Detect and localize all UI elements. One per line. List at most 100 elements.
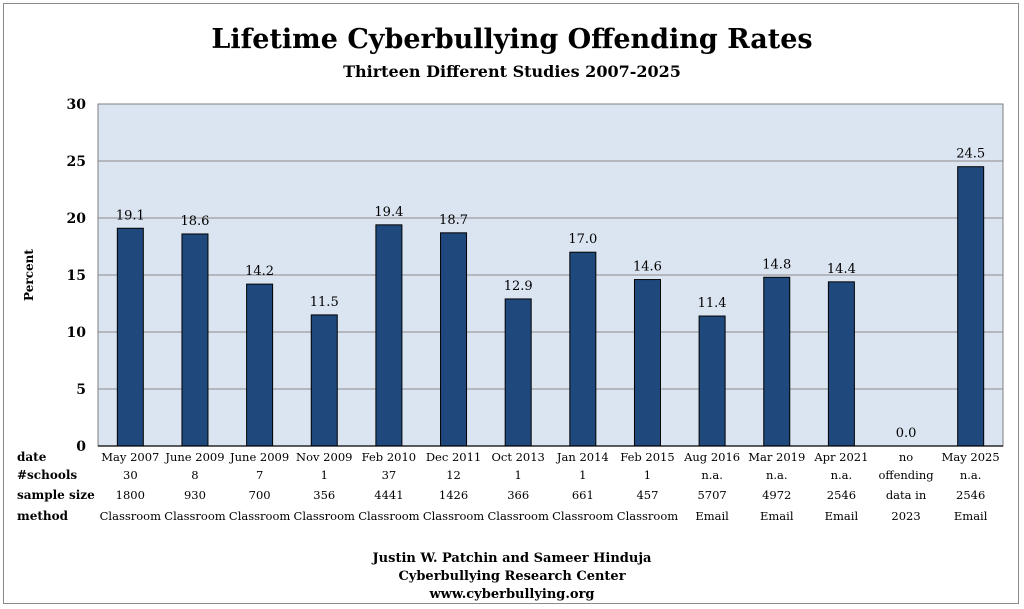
credit-organization: Cyberbullying Research Center (398, 569, 626, 584)
table-row-header: #schools (17, 468, 77, 482)
method-cell: Email (695, 509, 729, 523)
method-cell: Classroom (229, 509, 290, 523)
bar (504, 298, 532, 447)
method-cell: Classroom (358, 509, 419, 523)
bar-value-label: 19.1 (116, 208, 145, 223)
schools-cell: 8 (191, 468, 198, 482)
bar-value-label: 11.4 (698, 296, 727, 311)
schools-cell: 1 (321, 468, 328, 482)
sample-size-cell: 5707 (697, 488, 726, 502)
bar (246, 283, 274, 447)
x-tick-label: June 2009 (164, 450, 224, 464)
x-tick-label: Apr 2021 (813, 450, 868, 464)
chart-subtitle: Thirteen Different Studies 2007-2025 (343, 62, 681, 81)
method-cell: Classroom (100, 509, 161, 523)
bar (827, 281, 855, 447)
bar (569, 251, 597, 447)
sample-size-cell: 2546 (956, 488, 985, 502)
schools-cell: 1 (579, 468, 586, 482)
bar (181, 233, 209, 447)
schools-cell: 1 (515, 468, 522, 482)
y-tick-label: 30 (67, 97, 87, 113)
x-tick-label: Aug 2016 (683, 450, 740, 464)
method-cell: Classroom (164, 509, 225, 523)
bar (763, 276, 791, 447)
table-row-header: date (17, 450, 47, 464)
bar-value-label: 11.5 (310, 295, 339, 310)
bar (440, 232, 468, 447)
x-tick-label: Dec 2011 (426, 450, 481, 464)
method-cell: Email (825, 509, 859, 523)
chart-title: Lifetime Cyberbullying Offending Rates (211, 24, 813, 55)
sample-size-cell: 661 (572, 488, 594, 502)
y-tick-label: 0 (76, 439, 86, 455)
x-tick-label: Mar 2019 (748, 450, 805, 464)
bar-value-label: 14.4 (827, 262, 856, 277)
x-tick-label: Feb 2015 (620, 450, 674, 464)
sample-size-cell: 457 (636, 488, 658, 502)
schools-cell: 12 (446, 468, 461, 482)
credit-authors: Justin W. Patchin and Sameer Hinduja (372, 551, 652, 566)
bar (116, 227, 144, 447)
bar-value-label: 12.9 (504, 279, 533, 294)
table-row-header: sample size (17, 488, 95, 502)
x-tick-label: May 2007 (101, 450, 159, 464)
x-tick-label: no (899, 450, 913, 464)
schools-cell: offending (878, 468, 934, 482)
method-cell: Classroom (423, 509, 484, 523)
bar (310, 314, 338, 447)
sample-size-cell: 366 (507, 488, 529, 502)
method-cell: Classroom (552, 509, 613, 523)
bar-value-label: 0.0 (896, 426, 917, 441)
schools-cell: n.a. (960, 468, 982, 482)
x-tick-label: June 2009 (229, 450, 289, 464)
sample-size-cell: 4972 (762, 488, 791, 502)
x-tick-label: Nov 2009 (296, 450, 352, 464)
credit-website: www.cyberbullying.org (429, 587, 595, 602)
method-cell: Email (760, 509, 794, 523)
sample-size-cell: 930 (184, 488, 206, 502)
bar (957, 166, 985, 447)
bar-value-label: 18.6 (180, 214, 209, 229)
x-tick-label: Oct 2013 (491, 450, 544, 464)
bar-value-label: 19.4 (374, 205, 403, 220)
y-tick-label: 20 (67, 211, 87, 227)
x-tick-label: Feb 2010 (362, 450, 416, 464)
bar-value-label: 24.5 (956, 147, 985, 162)
sample-size-cell: data in (886, 488, 927, 502)
bar-value-label: 14.6 (633, 260, 662, 275)
sample-size-cell: 4441 (374, 488, 403, 502)
bar-value-label: 17.0 (568, 232, 597, 247)
sample-size-cell: 356 (313, 488, 335, 502)
y-tick-label: 10 (67, 325, 87, 341)
schools-cell: 1 (644, 468, 651, 482)
x-tick-label: Jan 2014 (556, 450, 609, 464)
y-tick-label: 25 (67, 154, 86, 170)
method-cell: 2023 (891, 509, 920, 523)
schools-cell: n.a. (831, 468, 853, 482)
x-tick-label: May 2025 (942, 450, 1000, 464)
bar-value-label: 14.8 (762, 257, 791, 272)
y-tick-label: 15 (67, 268, 86, 284)
y-tick-label: 5 (76, 382, 86, 398)
schools-cell: n.a. (766, 468, 788, 482)
y-axis-label: Percent (22, 249, 36, 301)
sample-size-cell: 1426 (439, 488, 468, 502)
bar-value-label: 18.7 (439, 213, 468, 228)
bar-value-label: 14.2 (245, 264, 274, 279)
sample-size-cell: 700 (249, 488, 271, 502)
sample-size-cell: 2546 (827, 488, 856, 502)
bar (633, 279, 661, 447)
table-row-header: method (17, 509, 69, 523)
bar (698, 315, 726, 447)
schools-cell: 7 (256, 468, 263, 482)
schools-cell: 37 (382, 468, 397, 482)
sample-size-cell: 1800 (116, 488, 145, 502)
schools-cell: n.a. (701, 468, 723, 482)
method-cell: Classroom (294, 509, 355, 523)
schools-cell: 30 (123, 468, 138, 482)
method-cell: Classroom (487, 509, 548, 523)
bar (375, 224, 403, 447)
method-cell: Classroom (617, 509, 678, 523)
